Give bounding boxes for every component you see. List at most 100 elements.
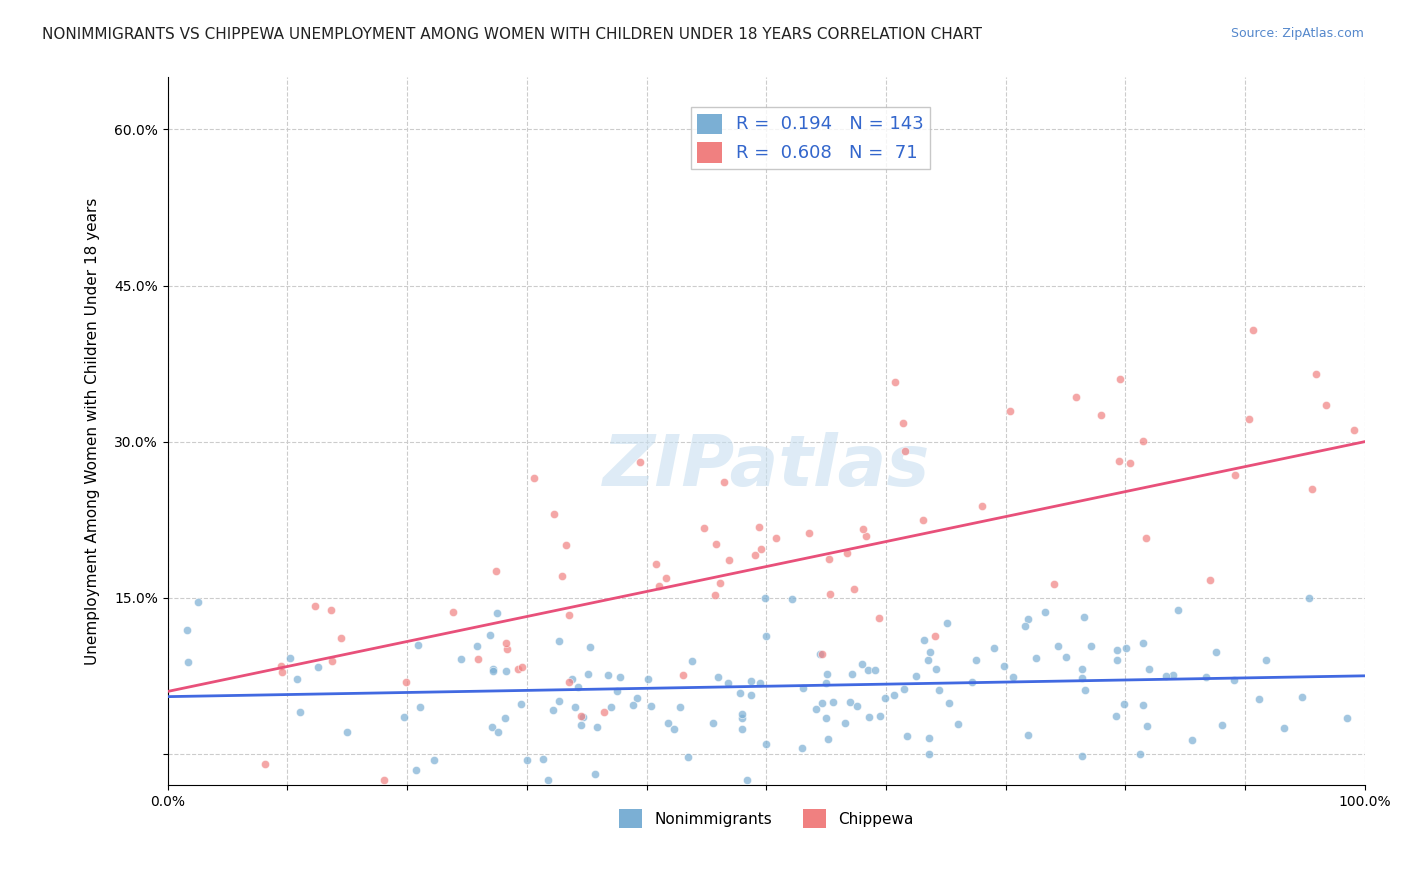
- Point: [856, 664, 879, 678]
- Point: [1112, 697, 1135, 711]
- Point: [373, 772, 395, 787]
- Point: [329, 631, 352, 645]
- Point: [395, 675, 418, 690]
- Point: [1129, 747, 1152, 761]
- Point: [668, 699, 690, 714]
- Point: [735, 772, 758, 787]
- Point: [918, 731, 941, 745]
- Point: [392, 710, 415, 724]
- Point: [815, 666, 838, 681]
- Point: [1064, 390, 1087, 404]
- Point: [924, 662, 946, 676]
- Point: [883, 375, 905, 389]
- Point: [704, 537, 727, 551]
- Point: [564, 700, 586, 714]
- Point: [1109, 371, 1132, 385]
- Point: [1305, 367, 1327, 381]
- Point: [728, 686, 751, 700]
- Point: [863, 664, 886, 678]
- Point: [998, 404, 1021, 418]
- Point: [583, 767, 606, 781]
- Point: [467, 639, 489, 653]
- Point: [868, 611, 890, 625]
- Point: [569, 718, 592, 732]
- Point: [1247, 692, 1270, 706]
- Point: [495, 636, 517, 650]
- Point: [450, 652, 472, 666]
- Point: [1241, 324, 1264, 338]
- Point: [567, 681, 589, 695]
- Point: [965, 653, 987, 667]
- Point: [891, 416, 914, 430]
- Point: [1070, 663, 1092, 677]
- Point: [1107, 653, 1129, 667]
- Point: [1073, 610, 1095, 624]
- Point: [993, 658, 1015, 673]
- Point: [1136, 719, 1159, 733]
- Point: [270, 658, 292, 673]
- Point: [648, 578, 671, 592]
- Point: [579, 640, 602, 655]
- Point: [645, 557, 668, 571]
- Point: [754, 591, 776, 605]
- Point: [1071, 672, 1094, 686]
- Point: [664, 722, 686, 736]
- Point: [1132, 636, 1154, 650]
- Point: [806, 702, 828, 716]
- Point: [606, 684, 628, 698]
- Text: ZIPatlas: ZIPatlas: [603, 432, 929, 501]
- Point: [731, 706, 754, 721]
- Point: [406, 638, 429, 652]
- Point: [479, 627, 502, 641]
- Point: [531, 752, 554, 766]
- Point: [596, 668, 619, 682]
- Point: [1256, 653, 1278, 667]
- Point: [755, 738, 778, 752]
- Point: [541, 703, 564, 717]
- Point: [572, 710, 595, 724]
- Point: [905, 669, 928, 683]
- Point: [1237, 412, 1260, 426]
- Point: [918, 747, 941, 761]
- Point: [1198, 573, 1220, 587]
- Point: [558, 607, 581, 622]
- Point: [855, 529, 877, 543]
- Point: [834, 715, 856, 730]
- Point: [307, 660, 329, 674]
- Point: [485, 606, 508, 620]
- Point: [702, 715, 724, 730]
- Point: [858, 710, 880, 724]
- Point: [495, 664, 517, 678]
- Point: [924, 629, 946, 643]
- Point: [516, 753, 538, 767]
- Point: [543, 507, 565, 521]
- Point: [1167, 602, 1189, 616]
- Point: [811, 696, 834, 710]
- Point: [1033, 605, 1056, 619]
- Point: [1161, 668, 1184, 682]
- Point: [637, 672, 659, 686]
- Point: [1025, 650, 1047, 665]
- Point: [818, 587, 841, 601]
- Point: [537, 772, 560, 787]
- Point: [790, 741, 813, 756]
- Point: [1272, 721, 1295, 735]
- Point: [935, 616, 957, 631]
- Point: [707, 670, 730, 684]
- Point: [817, 732, 839, 747]
- Point: [893, 682, 915, 697]
- Point: [1135, 532, 1157, 546]
- Point: [740, 674, 762, 689]
- Point: [841, 667, 863, 681]
- Point: [1132, 698, 1154, 712]
- Point: [655, 571, 678, 585]
- Point: [253, 757, 276, 772]
- Point: [845, 698, 868, 713]
- Point: [569, 709, 592, 723]
- Point: [740, 688, 762, 702]
- Point: [704, 588, 727, 602]
- Point: [1046, 640, 1069, 654]
- Point: [321, 654, 343, 668]
- Point: [1073, 682, 1095, 697]
- Point: [749, 542, 772, 557]
